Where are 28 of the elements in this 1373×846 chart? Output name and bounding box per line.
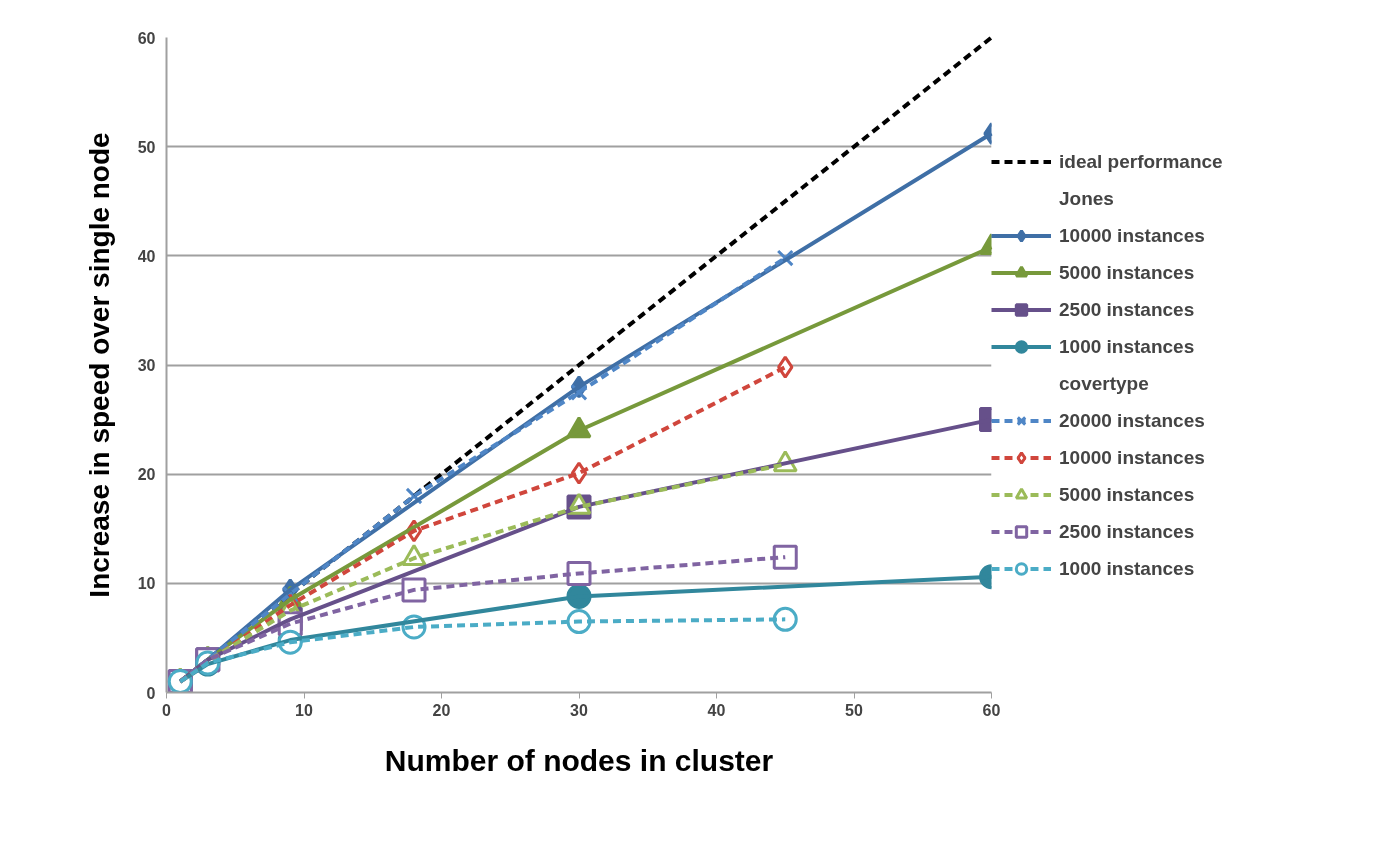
legend-label: 10000 instances <box>1059 224 1205 246</box>
x-tick-label: 30 <box>570 701 588 719</box>
y-tick-label: 50 <box>137 138 156 156</box>
text: covertype <box>1059 372 1149 394</box>
y-axis-title: Increase in speed over single node <box>83 132 115 598</box>
y-tick-label: 40 <box>137 247 156 265</box>
y-tick-label: 0 <box>146 684 156 702</box>
y-tick-label: 20 <box>137 466 156 484</box>
legend-label: ideal performance <box>1059 150 1223 172</box>
x-tick-label: 50 <box>845 701 863 719</box>
x-tick-label: 60 <box>982 701 1001 719</box>
legend-label: 10000 instances <box>1059 446 1205 468</box>
y-tick-label: 30 <box>137 357 156 374</box>
x-axis-title: Number of nodes in cluster <box>384 743 774 777</box>
legend-label: 1000 instances <box>1059 557 1195 579</box>
legend-label: 5000 instances <box>1059 261 1195 283</box>
legend-label: 1000 instances <box>1059 335 1195 357</box>
text: Jones <box>1059 187 1114 209</box>
legend-label: 20000 instances <box>1059 409 1205 431</box>
x-tick-label: 0 <box>162 701 172 719</box>
legend-label: 2500 instances <box>1059 298 1195 320</box>
y-tick-label: 60 <box>137 29 156 47</box>
x-tick-label: 20 <box>432 701 451 719</box>
legend-label: 2500 instances <box>1059 520 1195 542</box>
x-tick-label: 10 <box>295 701 313 719</box>
x-tick-label: 40 <box>707 701 726 719</box>
legend-label: 5000 instances <box>1059 483 1195 505</box>
y-tick-label: 10 <box>137 575 156 593</box>
